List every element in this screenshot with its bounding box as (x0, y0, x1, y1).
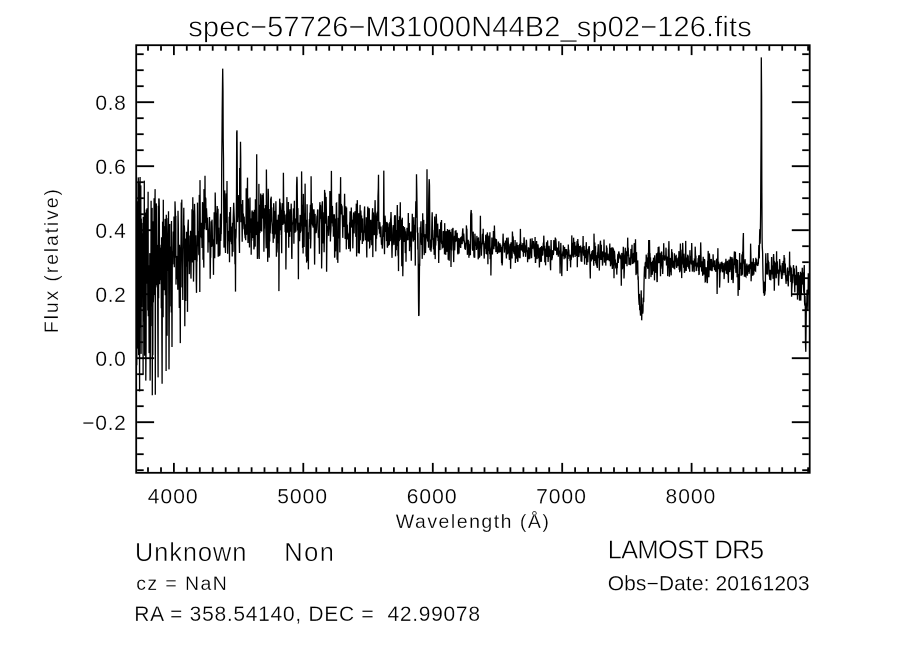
svg-text:LAMOST DR5: LAMOST DR5 (608, 536, 764, 564)
svg-text:RA = 358.54140, DEC = 42.9907: RA = 358.54140, DEC = 42.99078 (134, 603, 480, 626)
svg-text:0.8: 0.8 (95, 92, 125, 115)
svg-text:5000: 5000 (277, 486, 327, 509)
svg-text:spec−57726−M31000N44B2_sp02−12: spec−57726−M31000N44B2_sp02−126.fits (188, 12, 751, 44)
svg-text:Unknown: Unknown (135, 539, 247, 567)
svg-text:0.0: 0.0 (95, 348, 125, 371)
svg-text:0.4: 0.4 (95, 220, 126, 243)
svg-text:7000: 7000 (536, 486, 586, 509)
svg-text:cz = NaN: cz = NaN (136, 573, 227, 595)
svg-text:Flux (relative): Flux (relative) (41, 189, 63, 333)
svg-text:Non: Non (284, 539, 334, 567)
svg-text:−0.2: −0.2 (82, 412, 126, 435)
svg-text:Wavelength (Å): Wavelength (Å) (396, 510, 549, 533)
svg-text:8000: 8000 (666, 486, 716, 509)
svg-text:6000: 6000 (407, 486, 457, 509)
svg-text:Obs−Date: 20161203: Obs−Date: 20161203 (608, 573, 810, 596)
svg-text:4000: 4000 (148, 486, 198, 509)
svg-text:0.2: 0.2 (95, 284, 125, 307)
svg-text:0.6: 0.6 (95, 156, 125, 179)
